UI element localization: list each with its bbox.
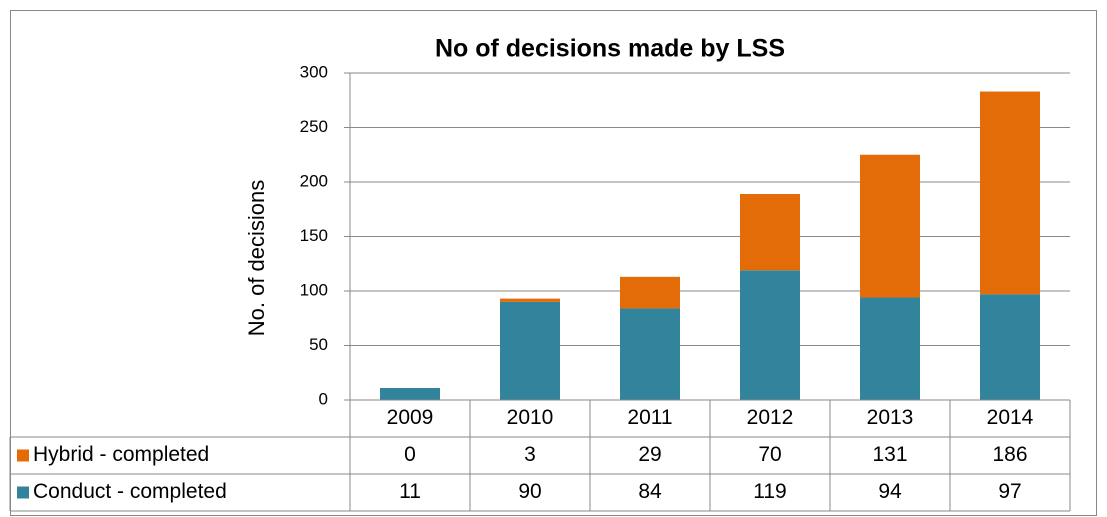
bar — [380, 388, 440, 400]
bar — [980, 91, 1040, 295]
table-cell: 119 — [753, 480, 786, 503]
x-tick-label: 2011 — [627, 406, 672, 429]
bar — [860, 297, 920, 400]
table-cell: 97 — [998, 480, 1021, 503]
y-tick-label: 100 — [300, 280, 328, 299]
y-tick-label: 0 — [319, 389, 328, 408]
table-cell: 90 — [518, 480, 541, 503]
x-tick-label: 2014 — [987, 406, 1034, 429]
table-cell: 11 — [399, 480, 421, 503]
y-tick-label: 150 — [300, 226, 328, 245]
y-tick-label: 50 — [309, 335, 328, 354]
legend-swatch — [17, 449, 29, 462]
bar — [500, 301, 560, 400]
legend-swatch — [17, 486, 29, 499]
x-tick-label: 2009 — [387, 406, 434, 429]
bar — [860, 154, 920, 298]
legend-label: Conduct - completed — [33, 480, 227, 503]
y-tick-label: 300 — [300, 62, 328, 81]
x-tick-label: 2012 — [747, 406, 794, 429]
bar — [620, 276, 680, 309]
x-tick-label: 2013 — [867, 406, 914, 429]
bar — [740, 193, 800, 271]
table-cell: 29 — [638, 443, 661, 466]
legend-label: Hybrid - completed — [33, 443, 209, 466]
table-cell: 84 — [638, 480, 662, 503]
table-cell: 131 — [872, 443, 907, 466]
x-tick-label: 2010 — [507, 406, 554, 429]
table-cell: 94 — [878, 480, 902, 503]
y-tick-label: 250 — [300, 117, 328, 136]
table-cell: 0 — [404, 443, 416, 466]
chart-border — [10, 10, 1097, 516]
table-cell: 186 — [992, 443, 1027, 466]
y-tick-label: 200 — [300, 171, 328, 190]
bar — [740, 270, 800, 400]
y-axis-label: No. of decisions — [244, 180, 269, 337]
bar — [500, 298, 560, 302]
bar — [620, 308, 680, 400]
table-cell: 70 — [758, 443, 781, 466]
table-cell: 3 — [524, 443, 536, 466]
bar — [980, 294, 1040, 400]
chart-title: No of decisions made by LSS — [435, 35, 785, 63]
